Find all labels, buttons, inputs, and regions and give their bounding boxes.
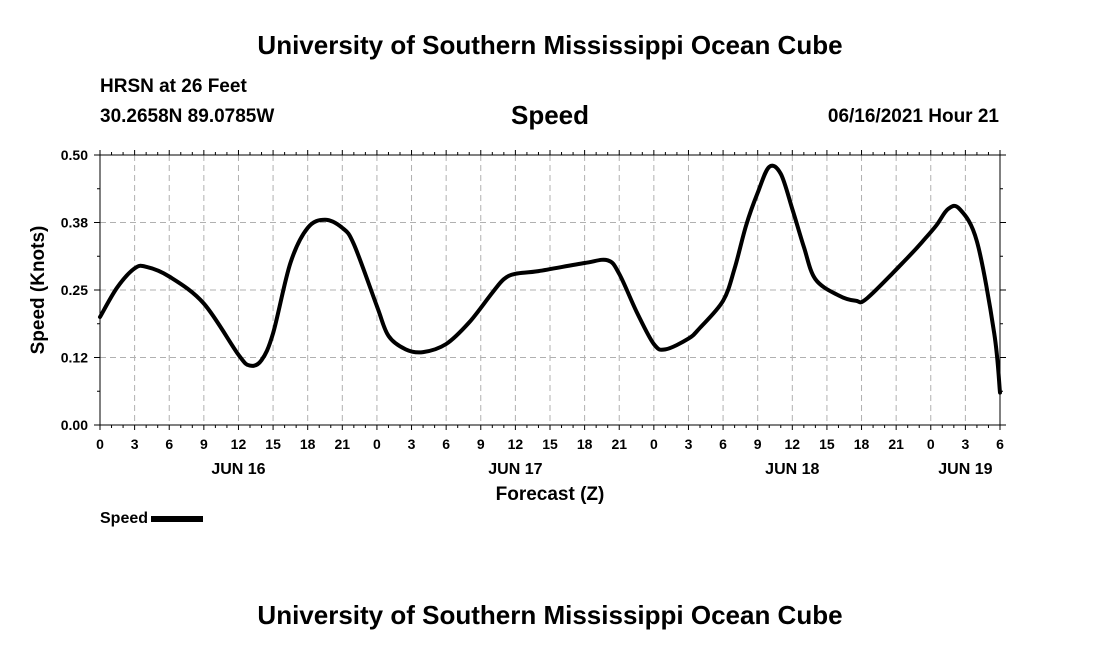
- y-tick-labels: 0.00 0.12 0.25 0.38 0.50: [61, 147, 88, 433]
- speed-series-line: [98, 163, 1002, 395]
- x-tick-label: 15: [819, 436, 835, 452]
- timestamp-label: 06/16/2021 Hour 21: [827, 106, 999, 127]
- y-tick-label: 0.25: [61, 282, 88, 298]
- x-tick-label: 6: [442, 436, 450, 452]
- institution-title: University of Southern Mississippi Ocean…: [257, 30, 843, 60]
- y-tick-label: 0.38: [61, 215, 88, 231]
- x-tick-label: 12: [508, 436, 524, 452]
- x-tick-label: 0: [927, 436, 935, 452]
- x-tick-label: 6: [996, 436, 1004, 452]
- x-tick-label: 18: [300, 436, 316, 452]
- grid-lines: [100, 155, 1000, 425]
- legend-line-swatch: [151, 515, 204, 522]
- x-tick-label: 9: [477, 436, 485, 452]
- x-tick-label: 18: [577, 436, 593, 452]
- y-tick-label: 0.00: [61, 417, 88, 433]
- axis-ticks: [94, 150, 1006, 430]
- x-tick-label: 15: [542, 436, 558, 452]
- x-tick-label: 21: [888, 436, 904, 452]
- y-tick-label: 0.50: [61, 147, 88, 163]
- y-tick-label: 0.12: [61, 350, 88, 366]
- x-tick-label: 15: [265, 436, 281, 452]
- station-label: HRSN at 26 Feet: [100, 76, 247, 97]
- x-tick-label: 21: [335, 436, 351, 452]
- x-axis-label: Forecast (Z): [496, 484, 605, 505]
- x-tick-label: 21: [611, 436, 627, 452]
- x-tick-label: 6: [719, 436, 727, 452]
- x-tick-label: 12: [785, 436, 801, 452]
- footer-institution-title: University of Southern Mississippi Ocean…: [257, 600, 843, 630]
- x-tick-label: 0: [373, 436, 381, 452]
- x-tick-label: 0: [96, 436, 104, 452]
- x-tick-label: 3: [961, 436, 969, 452]
- legend: Speed: [100, 510, 204, 528]
- x-tick-label: 3: [408, 436, 416, 452]
- date-label: JUN 19: [938, 461, 992, 478]
- date-labels: JUN 16 JUN 17 JUN 18 JUN 19: [211, 461, 992, 478]
- x-tick-label: 18: [854, 436, 870, 452]
- y-axis-label: Speed (Knots): [28, 226, 49, 355]
- x-tick-label: 9: [200, 436, 208, 452]
- x-tick-label: 0: [650, 436, 658, 452]
- legend-label: Speed: [100, 510, 149, 527]
- x-tick-labels: 0 3 6 9 12 15 18 21 0 3 6 9 12 15 18 21 0 3 6 9 12 15 18 21 0 3 6: [96, 436, 1004, 452]
- chart-title: Speed: [510, 100, 590, 130]
- date-label: JUN 17: [488, 461, 542, 478]
- date-label: JUN 18: [765, 461, 819, 478]
- x-tick-label: 6: [165, 436, 173, 452]
- date-label: JUN 16: [211, 461, 265, 478]
- x-tick-label: 12: [231, 436, 247, 452]
- x-tick-label: 3: [685, 436, 693, 452]
- x-tick-label: 3: [131, 436, 139, 452]
- coordinates-label: 30.2658N 89.0785W: [100, 106, 275, 127]
- x-tick-label: 9: [754, 436, 762, 452]
